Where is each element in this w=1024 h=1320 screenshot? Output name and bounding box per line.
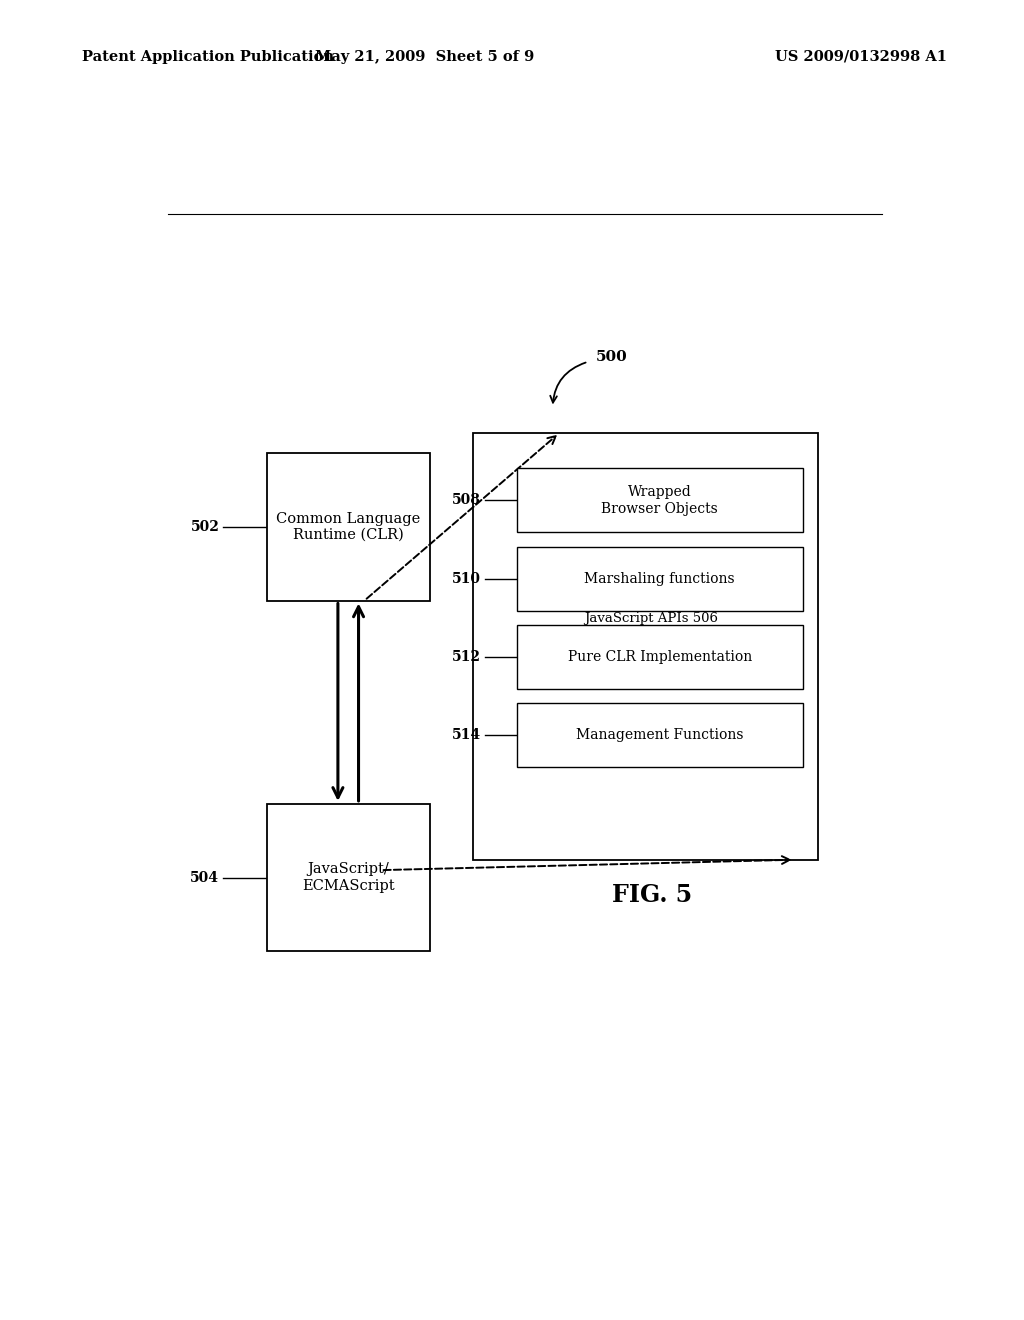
Text: Common Language
Runtime (CLR): Common Language Runtime (CLR) — [276, 512, 420, 543]
Text: 508: 508 — [453, 494, 481, 507]
Text: Pure CLR Implementation: Pure CLR Implementation — [567, 649, 752, 664]
Text: 512: 512 — [453, 649, 481, 664]
Bar — [517, 469, 803, 532]
Bar — [473, 433, 818, 859]
Text: 504: 504 — [190, 870, 219, 884]
Text: Management Functions: Management Functions — [575, 729, 743, 742]
Text: FIG. 5: FIG. 5 — [611, 883, 692, 907]
Text: May 21, 2009  Sheet 5 of 9: May 21, 2009 Sheet 5 of 9 — [315, 50, 535, 63]
Bar — [517, 624, 803, 689]
Bar — [267, 804, 430, 952]
Text: JavaScript/
ECMAScript: JavaScript/ ECMAScript — [302, 862, 394, 892]
Text: Wrapped
Browser Objects: Wrapped Browser Objects — [601, 486, 718, 516]
Text: 500: 500 — [596, 350, 628, 363]
Bar — [517, 704, 803, 767]
Text: 510: 510 — [453, 572, 481, 586]
Text: US 2009/0132998 A1: US 2009/0132998 A1 — [775, 50, 947, 63]
Text: Patent Application Publication: Patent Application Publication — [82, 50, 334, 63]
Bar — [517, 546, 803, 611]
Bar — [267, 453, 430, 601]
Text: 514: 514 — [452, 729, 481, 742]
Text: Marshaling functions: Marshaling functions — [585, 572, 735, 586]
Text: Alternative Implementation of
JavaScript APIs 506: Alternative Implementation of JavaScript… — [585, 597, 786, 624]
Text: 502: 502 — [190, 520, 219, 533]
